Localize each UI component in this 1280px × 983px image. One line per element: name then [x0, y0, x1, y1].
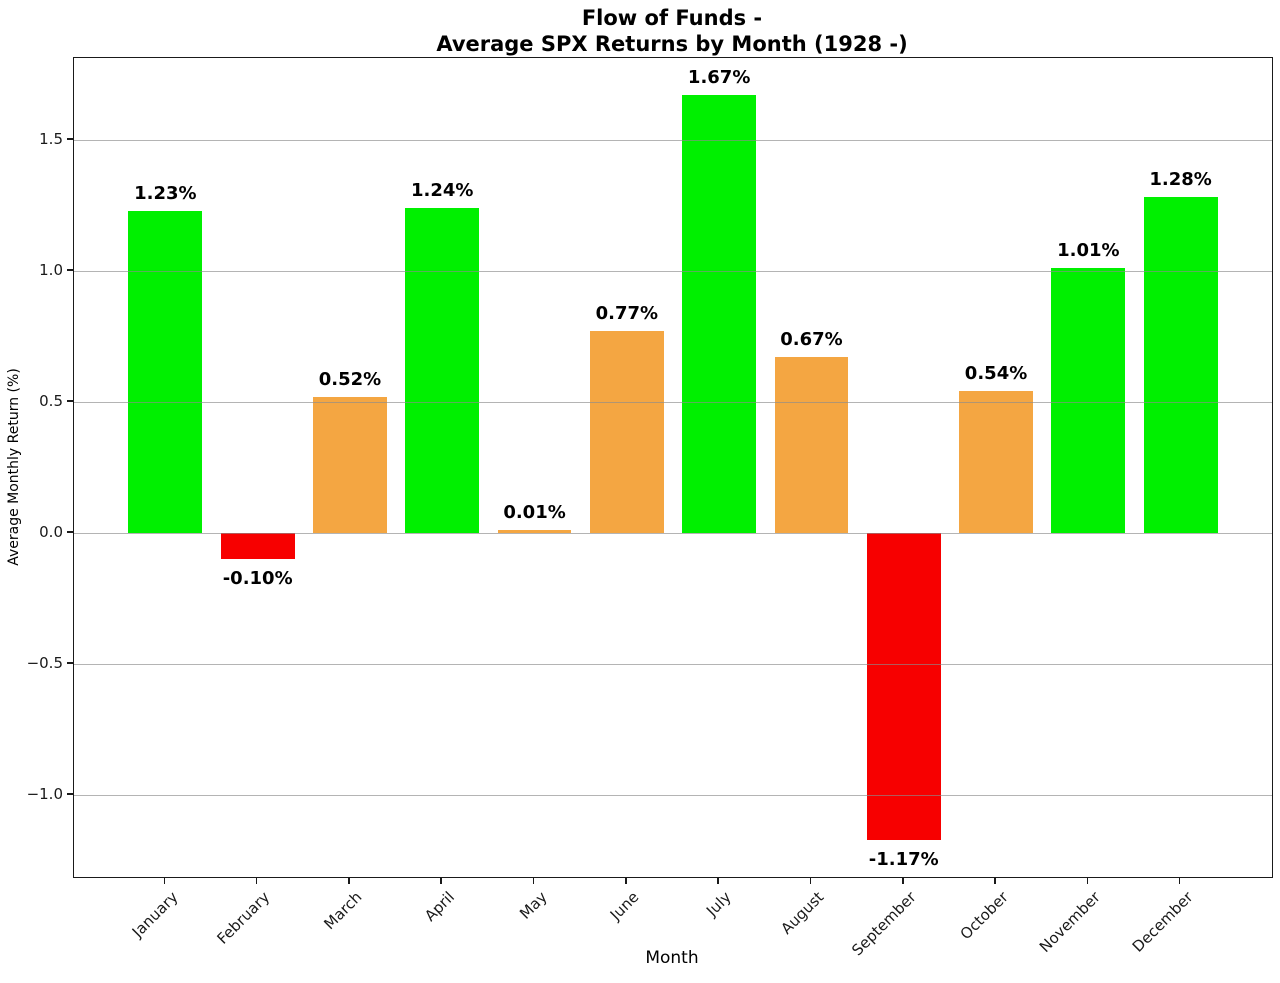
- x-tick-mark-december: [1178, 878, 1181, 884]
- bar-july: [682, 95, 757, 534]
- x-tick-label-april: April: [421, 888, 458, 925]
- y-tick-mark-−0.5: [67, 662, 73, 664]
- bar-august: [774, 357, 849, 534]
- value-label-february: -0.10%: [222, 568, 293, 590]
- x-tick-label-december: December: [1128, 888, 1197, 956]
- x-axis-label: Month: [645, 948, 699, 968]
- x-tick-mark-june: [625, 878, 627, 884]
- value-label-april: 1.24%: [411, 179, 474, 201]
- plot-area: 1.23% -0.10% 0.52% 1.24% 0.01% 0.77% 1.67% 0.67…: [73, 57, 1273, 878]
- gridline-y-1.5: [74, 139, 1272, 141]
- value-label-january: 1.23%: [134, 182, 197, 204]
- value-label-august: 0.67%: [780, 329, 843, 351]
- x-tick-mark-september: [901, 878, 904, 884]
- x-tick-label-august: August: [777, 888, 828, 938]
- x-tick-label-january: January: [128, 888, 182, 941]
- y-tick-mark-0.0: [67, 531, 73, 533]
- x-tick-mark-march: [348, 878, 350, 884]
- value-label-may: 0.01%: [503, 502, 566, 524]
- bar-march: [313, 396, 387, 534]
- value-label-october: 0.54%: [964, 363, 1028, 385]
- bar-january: [128, 210, 203, 534]
- bar-december: [1143, 197, 1218, 534]
- x-tick-label-november: November: [1036, 888, 1105, 956]
- bar-september: [866, 533, 941, 840]
- bar-june: [589, 331, 664, 534]
- x-tick-mark-may: [532, 878, 535, 884]
- gridline-y-−1.0: [74, 795, 1272, 797]
- x-tick-label-july: July: [703, 888, 735, 920]
- x-tick-mark-august: [809, 878, 812, 884]
- y-tick-mark-−1.0: [67, 793, 73, 795]
- y-axis-label: Average Monthly Return (%): [6, 368, 22, 566]
- y-tick-label-−0.5: −0.5: [26, 654, 63, 673]
- x-tick-label-october: October: [956, 888, 1012, 944]
- x-tick-mark-october: [994, 878, 996, 884]
- value-label-july: 1.67%: [687, 67, 751, 89]
- y-tick-label-1.5: 1.5: [39, 129, 63, 148]
- x-tick-mark-february: [255, 878, 258, 884]
- bar-may: [497, 530, 572, 534]
- x-tick-mark-january: [163, 878, 166, 884]
- x-tick-mark-april: [440, 878, 443, 884]
- chart-title-line1: Flow of Funds -: [581, 6, 763, 30]
- bar-february: [220, 533, 295, 560]
- x-tick-label-may: May: [515, 888, 551, 923]
- y-tick-mark-1.5: [67, 137, 73, 140]
- chart-title-line2: Average SPX Returns by Month (1928 -): [436, 31, 908, 56]
- y-tick-mark-0.5: [67, 400, 73, 402]
- x-tick-label-february: February: [213, 888, 274, 948]
- chart-title: Flow of Funds - Average SPX Returns by M…: [72, 6, 1272, 57]
- bar-november: [1051, 268, 1126, 534]
- y-tick-label-−1.0: −1.0: [26, 785, 63, 804]
- bar-october: [959, 391, 1033, 534]
- y-tick-label-1.0: 1.0: [39, 260, 63, 279]
- y-tick-label-0.0: 0.0: [39, 523, 63, 542]
- value-label-december: 1.28%: [1149, 169, 1212, 191]
- gridline-y-−0.5: [74, 664, 1272, 666]
- x-tick-mark-november: [1086, 878, 1089, 884]
- y-tick-label-0.5: 0.5: [39, 391, 63, 410]
- value-label-march: 0.52%: [318, 368, 382, 390]
- value-label-june: 0.77%: [595, 303, 659, 325]
- x-tick-label-june: June: [606, 888, 643, 924]
- value-label-september: -1.17%: [868, 848, 939, 870]
- x-tick-label-march: March: [320, 888, 366, 934]
- x-tick-mark-july: [717, 878, 719, 884]
- y-tick-mark-1.0: [67, 269, 73, 271]
- bar-april: [405, 207, 480, 534]
- value-label-november: 1.01%: [1057, 240, 1120, 262]
